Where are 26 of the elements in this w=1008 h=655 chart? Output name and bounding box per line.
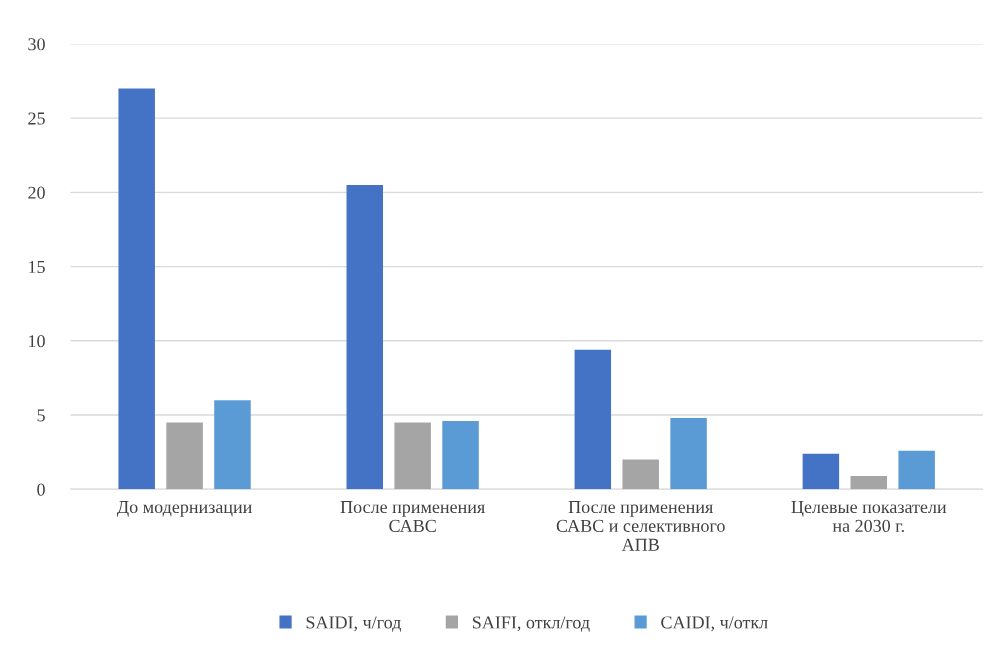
- y-tick-label: 20: [28, 186, 45, 199]
- x-tick-label: Целевые показатели на 2030 г.: [791, 501, 947, 533]
- bar: [898, 450, 935, 490]
- bar: [166, 422, 203, 490]
- y-tick-label: 30: [28, 38, 45, 51]
- y-tick-label: 0: [37, 483, 45, 496]
- y-tick-label: 25: [28, 112, 45, 125]
- bar: [574, 349, 612, 490]
- bar: [622, 459, 659, 490]
- bar: [670, 418, 707, 490]
- bar: [850, 475, 888, 490]
- x-tick-label: После применения САВС: [340, 501, 485, 532]
- bar: [214, 400, 251, 490]
- y-tick-label: 10: [29, 335, 45, 348]
- bar: [394, 422, 431, 490]
- x-tick-label: До модернизации: [116, 501, 252, 517]
- bar: [346, 184, 383, 490]
- y-tick-label: 5: [37, 409, 45, 422]
- bar: [802, 453, 840, 490]
- bar: [118, 88, 155, 490]
- x-tick-label: После применения САВС и селективного АПВ: [556, 501, 725, 551]
- y-tick-label: 15: [29, 260, 45, 274]
- legend-label: SAIDI, ч/год: [306, 616, 401, 632]
- legend-label: SAIFI, откл/год: [472, 616, 590, 632]
- bar: [442, 420, 479, 490]
- legend-label: CAIDI, ч/откл: [661, 616, 768, 632]
